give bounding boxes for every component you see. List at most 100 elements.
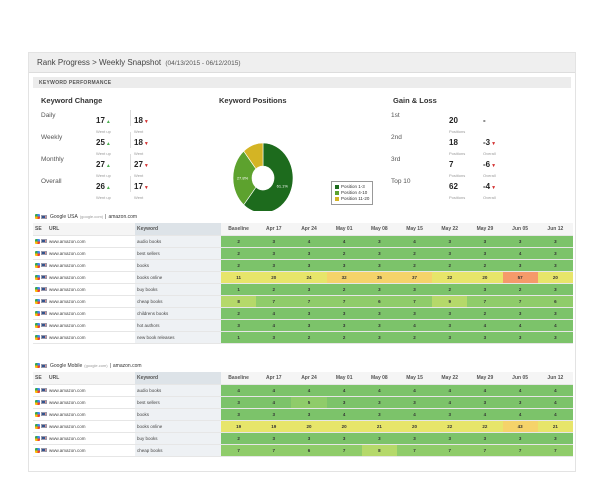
- rank-cell: 2: [326, 247, 362, 260]
- url-cell[interactable]: www.amazon.com: [47, 384, 135, 397]
- row-label: Monthly: [41, 156, 64, 163]
- column-header-date[interactable]: May 15: [396, 372, 433, 385]
- table-row: www.amazon.com childrens books 2 4 3 3 3 3 3 2 3 3: [33, 307, 573, 320]
- rank-cell: 24: [291, 271, 327, 284]
- arrow-down-icon: ▼: [491, 141, 497, 147]
- column-header-date[interactable]: Baseline: [221, 223, 257, 236]
- google-icon: [35, 262, 40, 268]
- rank-cell: 4: [221, 384, 257, 397]
- url-cell[interactable]: www.amazon.com: [47, 420, 135, 433]
- column-header-row: SE URL Keyword Baseline Apr 17 Apr 24 May 01 Ma…: [33, 223, 573, 236]
- table-row: www.amazon.com books 2 3 3 3 3 2 2 2 3 3: [33, 259, 573, 272]
- positions-label: Positions: [449, 195, 466, 200]
- keyword-cell[interactable]: hot authors: [135, 319, 221, 332]
- rank-cell: 3: [467, 235, 503, 248]
- slice-label: 61.1%: [277, 184, 289, 189]
- column-header-date[interactable]: May 22: [432, 223, 468, 236]
- keyword-cell[interactable]: books online: [135, 420, 221, 433]
- rank-cell: 3: [502, 259, 538, 272]
- went-up-label: Went up: [96, 129, 111, 134]
- url-cell[interactable]: www.amazon.com: [47, 307, 135, 320]
- google-icon: [35, 322, 40, 328]
- column-header-date[interactable]: Apr 24: [291, 223, 327, 236]
- column-header-date[interactable]: May 01: [326, 223, 362, 236]
- column-header-se[interactable]: SE: [33, 372, 47, 385]
- column-header-date[interactable]: Apr 17: [256, 223, 292, 236]
- column-header-keyword[interactable]: Keyword: [135, 223, 221, 236]
- column-header-date[interactable]: May 01: [326, 372, 362, 385]
- keyword-cell[interactable]: best sellers: [135, 247, 221, 260]
- rank-cell: 21: [361, 420, 397, 433]
- url-cell[interactable]: www.amazon.com: [47, 331, 135, 344]
- keyword-cell[interactable]: books: [135, 259, 221, 272]
- change-value: -6: [483, 160, 491, 169]
- column-header-date[interactable]: Baseline: [221, 372, 257, 385]
- keyword-cell[interactable]: books online: [135, 271, 221, 284]
- pie-slice[interactable]: [232, 150, 257, 206]
- keyword-cell[interactable]: audio books: [135, 235, 221, 248]
- search-engine-cell: [33, 408, 47, 421]
- divider: [130, 154, 131, 170]
- rank-cell: 2: [221, 432, 257, 445]
- column-header-date[interactable]: Jun 12: [537, 223, 573, 236]
- table-row: www.amazon.com cheap books 8 7 7 7 6 7 9 7 7 6: [33, 295, 573, 308]
- keyword-cell[interactable]: cheap books: [135, 444, 221, 457]
- url-cell[interactable]: www.amazon.com: [47, 408, 135, 421]
- rank-cell: 4: [467, 319, 503, 332]
- column-header-date[interactable]: May 29: [467, 223, 503, 236]
- change-value: -4: [483, 182, 491, 191]
- url-cell[interactable]: www.amazon.com: [47, 271, 135, 284]
- url-cell[interactable]: www.amazon.com: [47, 444, 135, 457]
- column-header-date[interactable]: May 08: [361, 223, 397, 236]
- rank-cell: 4: [326, 235, 362, 248]
- keyword-cell[interactable]: buy books: [135, 283, 221, 296]
- column-header-date[interactable]: Apr 24: [291, 372, 327, 385]
- column-header-date[interactable]: Jun 12: [537, 372, 573, 385]
- rank-cell: 2: [432, 259, 468, 272]
- url-cell[interactable]: www.amazon.com: [47, 235, 135, 248]
- rank-cell: 3: [256, 408, 292, 421]
- column-header-date[interactable]: Jun 05: [502, 372, 538, 385]
- column-header-date[interactable]: May 15: [396, 223, 433, 236]
- column-header-se[interactable]: SE: [33, 223, 47, 236]
- url-cell[interactable]: www.amazon.com: [47, 396, 135, 409]
- pie-slice[interactable]: [243, 142, 264, 170]
- table-row: www.amazon.com books 3 3 3 4 3 4 3 4 4 4: [33, 408, 573, 421]
- went-up-label: Went up: [96, 151, 111, 156]
- site-header: Google USA (google.com) | amazon.com: [33, 211, 573, 223]
- keyword-cell[interactable]: childrens books: [135, 307, 221, 320]
- keyword-cell[interactable]: books: [135, 408, 221, 421]
- keyword-cell[interactable]: cheap books: [135, 295, 221, 308]
- row-label: Top 10: [391, 178, 411, 185]
- keyword-cell[interactable]: new book releases: [135, 331, 221, 344]
- section-label: KEYWORD PERFORMANCE: [33, 77, 571, 88]
- url-cell[interactable]: www.amazon.com: [47, 319, 135, 332]
- keyword-positions-chart: 61.1% 27.8%: [229, 140, 297, 216]
- url-cell[interactable]: www.amazon.com: [47, 432, 135, 445]
- url-cell[interactable]: www.amazon.com: [47, 283, 135, 296]
- breadcrumb[interactable]: Rank Progress > Weekly Snapshot: [37, 58, 162, 67]
- column-header-url[interactable]: URL: [47, 223, 135, 236]
- column-header-date[interactable]: May 29: [467, 372, 503, 385]
- rank-cell: 3: [291, 247, 327, 260]
- url-cell[interactable]: www.amazon.com: [47, 259, 135, 272]
- keyword-cell[interactable]: best sellers: [135, 396, 221, 409]
- rank-cell: 3: [291, 319, 327, 332]
- rank-cell: 57: [502, 271, 538, 284]
- column-header-keyword[interactable]: Keyword: [135, 372, 221, 385]
- column-header-date[interactable]: Jun 05: [502, 223, 538, 236]
- table-row: www.amazon.com books online 11 20 24 32 35 37 22…: [33, 271, 573, 284]
- column-header-date[interactable]: May 08: [361, 372, 397, 385]
- url-cell[interactable]: www.amazon.com: [47, 247, 135, 260]
- keyword-cell[interactable]: audio books: [135, 384, 221, 397]
- google-icon: [35, 411, 40, 417]
- column-header-url[interactable]: URL: [47, 372, 135, 385]
- gain-loss-title: Gain & Loss: [393, 96, 437, 105]
- rank-cell: 7: [537, 444, 573, 457]
- rank-cell: 3: [432, 319, 468, 332]
- column-header-date[interactable]: Apr 17: [256, 372, 292, 385]
- rank-cell: 6: [537, 295, 573, 308]
- keyword-cell[interactable]: buy books: [135, 432, 221, 445]
- column-header-date[interactable]: May 22: [432, 372, 468, 385]
- url-cell[interactable]: www.amazon.com: [47, 295, 135, 308]
